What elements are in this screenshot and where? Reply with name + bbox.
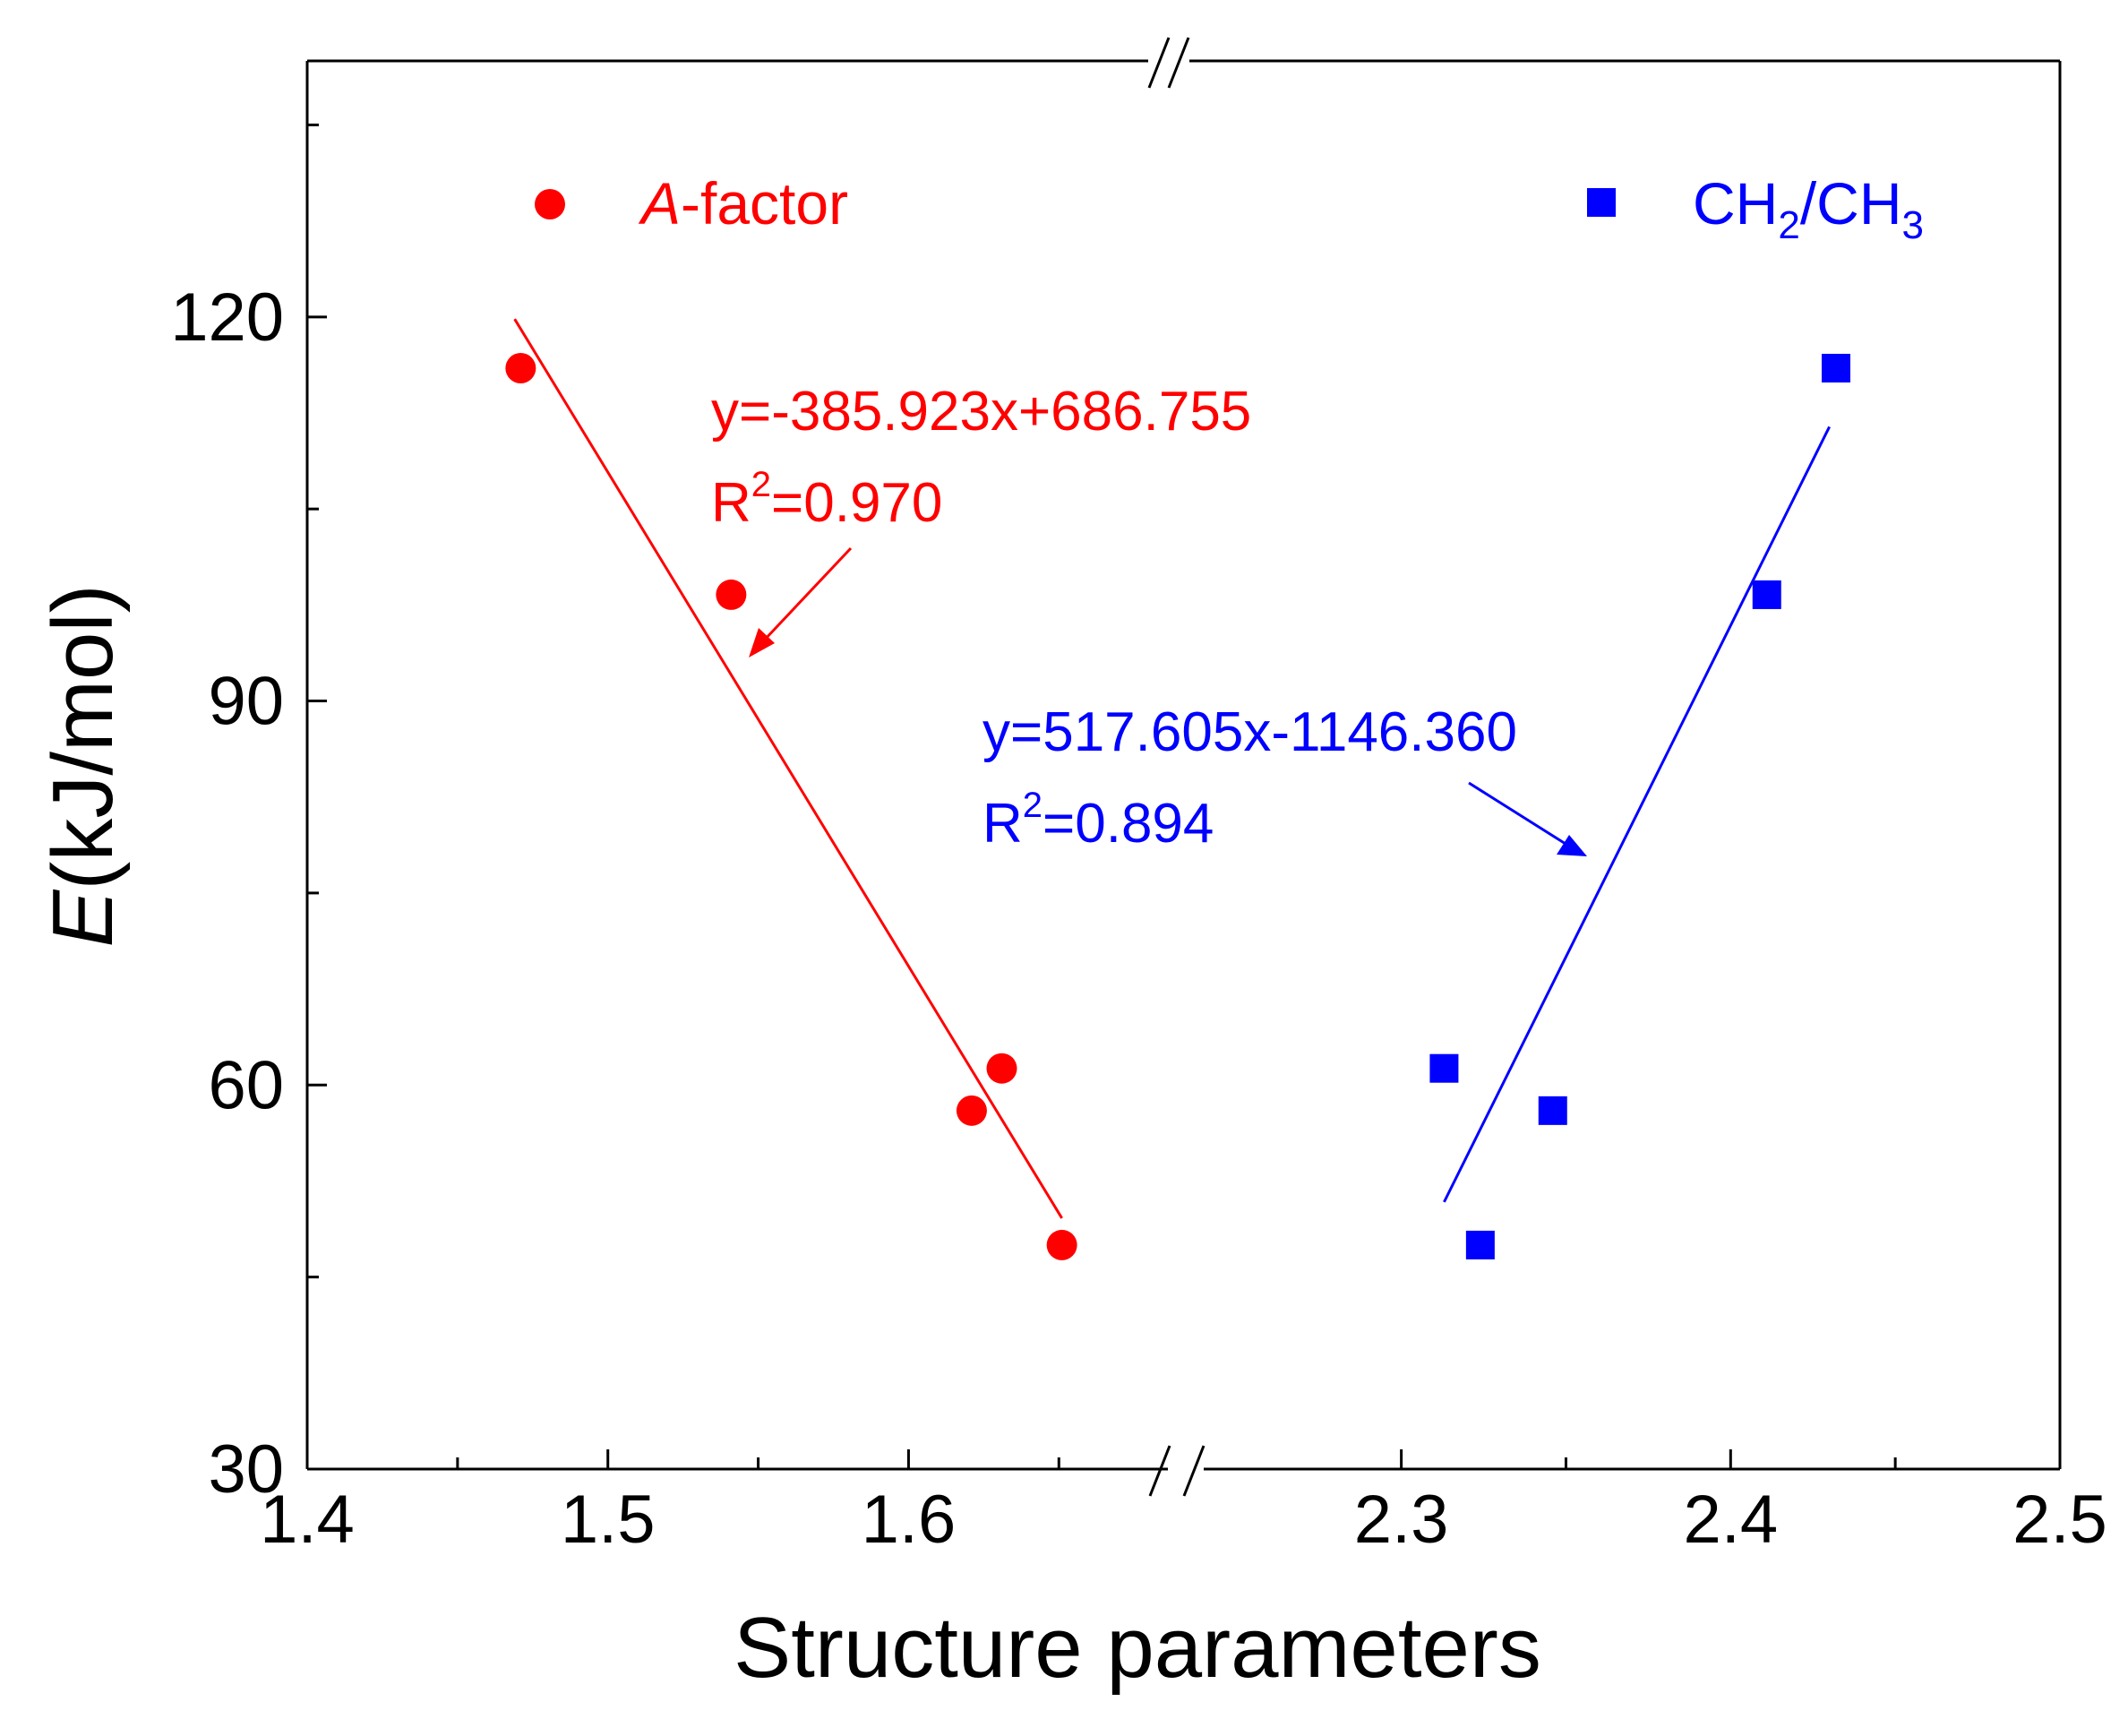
point-ch2-ch3 <box>1429 1053 1459 1083</box>
legend-label-ch2-ch3: CH2/CH3 <box>1693 170 1924 247</box>
y-tick-label: 30 <box>208 1431 284 1508</box>
x-axis-title: Structure parameters <box>734 1600 1541 1696</box>
ch2-ch3-fit-arrow <box>1468 781 1566 846</box>
point-a-factor <box>716 579 747 610</box>
ch2-ch3-fit-equation: y=517.605x-1146.360 <box>982 701 1517 763</box>
legend-label-a-factor: A-factor <box>638 170 848 236</box>
a-factor-fit-equation: y=-385.923x+686.755 <box>711 381 1251 443</box>
x-tick-label: 1.6 <box>862 1482 957 1558</box>
point-a-factor <box>505 352 536 383</box>
fit-lines <box>513 318 1831 1219</box>
y-axis-title: E(kJ/mol) <box>35 584 131 947</box>
y-tick-label: 90 <box>208 664 284 740</box>
legend-marker-a-factor <box>535 189 565 219</box>
legend: A-factor CH2/CH3 <box>535 170 1924 247</box>
axis-break-marks <box>1147 37 1206 1497</box>
data-points <box>505 352 1850 1260</box>
point-ch2-ch3 <box>1538 1096 1567 1125</box>
x-tick-label: 2.5 <box>2012 1482 2107 1558</box>
a-factor-fit-arrow <box>761 546 853 643</box>
ch2-ch3-fit-arrowhead <box>1557 835 1587 856</box>
y-ticks: 30 60 90 120 <box>170 123 327 1508</box>
point-ch2-ch3 <box>1465 1230 1495 1259</box>
top-break-mark-2 <box>1167 37 1190 89</box>
top-break-mark-1 <box>1147 37 1171 89</box>
x-tick-label: 1.4 <box>260 1482 355 1558</box>
ch2-ch3-fit-r2: R2=0.894 <box>982 786 1214 855</box>
x-tick-label: 2.3 <box>1354 1482 1449 1558</box>
point-a-factor <box>986 1053 1017 1084</box>
a-factor-fit-arrowhead <box>749 628 775 657</box>
point-ch2-ch3 <box>1821 353 1850 382</box>
fit-line-ch2-ch3 <box>1443 425 1831 1203</box>
x-tick-label: 2.4 <box>1683 1482 1778 1558</box>
fit-line-a-factor <box>513 318 1063 1219</box>
annotation-a-factor-fit: y=-385.923x+686.755 R2=0.970 <box>711 381 1251 657</box>
plot-frame <box>305 59 2062 1471</box>
y-tick-label: 60 <box>208 1047 284 1123</box>
x-ticks: 1.4 1.5 1.6 2.3 2.4 2.5 <box>260 1449 2107 1558</box>
x-tick-label: 1.5 <box>561 1482 656 1558</box>
annotation-ch2-ch3-fit: y=517.605x-1146.360 R2=0.894 <box>982 701 1587 856</box>
bottom-break-mark-1 <box>1148 1445 1171 1497</box>
bottom-break-mark-2 <box>1182 1445 1206 1497</box>
y-tick-label: 120 <box>170 279 284 356</box>
point-ch2-ch3 <box>1752 580 1781 609</box>
point-a-factor <box>956 1095 987 1126</box>
a-factor-fit-r2: R2=0.970 <box>711 465 942 534</box>
legend-marker-ch2-ch3 <box>1587 188 1616 217</box>
point-a-factor <box>1046 1229 1077 1260</box>
